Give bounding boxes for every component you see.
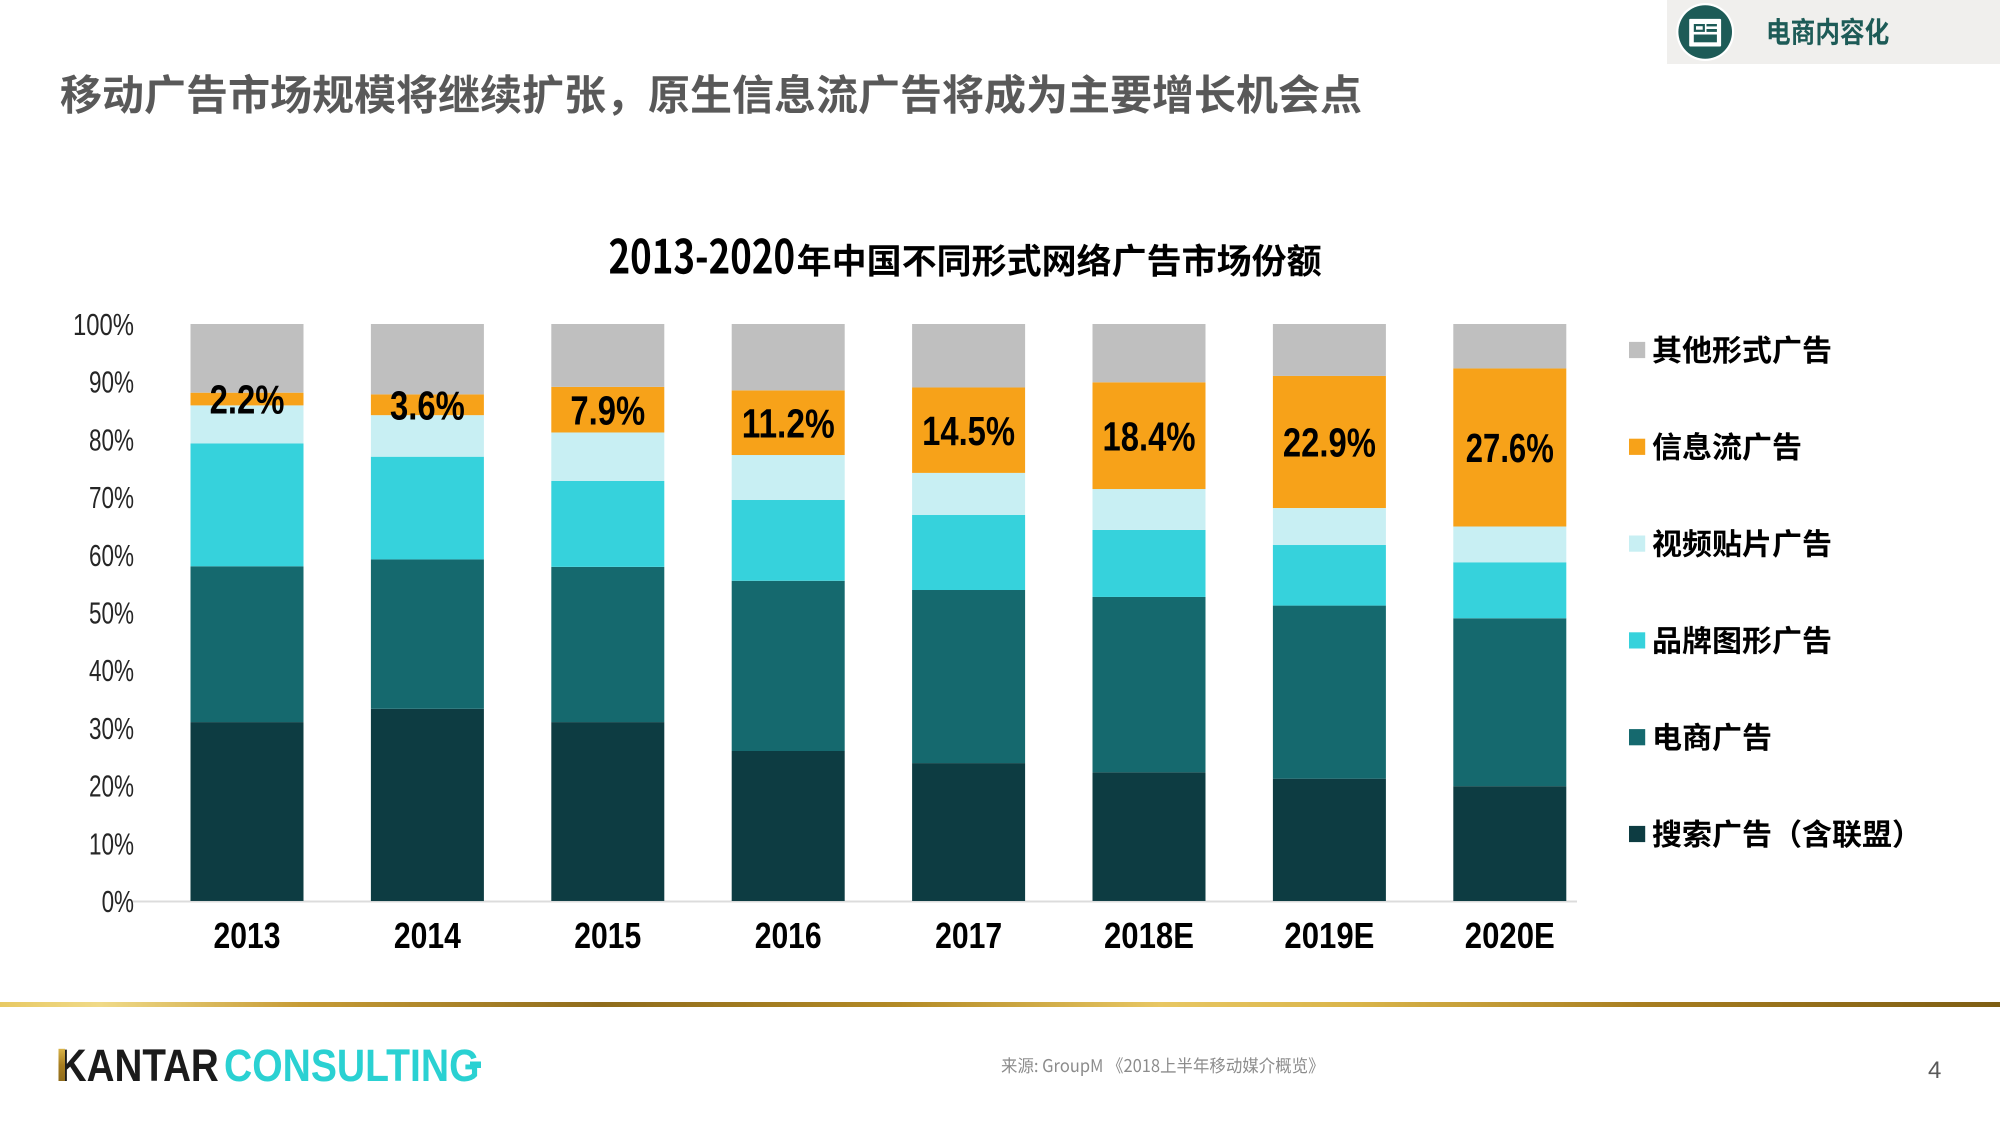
svg-text:2020E: 2020E [1465,915,1555,956]
svg-text:CONSULTING: CONSULTING [224,1040,480,1091]
svg-text:3.6%: 3.6% [390,383,465,429]
svg-text:0%: 0% [102,884,134,919]
svg-text:30%: 30% [89,711,134,746]
svg-text:100%: 100% [73,307,134,342]
svg-text:2015: 2015 [574,915,641,956]
svg-text:40%: 40% [89,653,134,688]
svg-text:2018E: 2018E [1104,915,1194,956]
svg-text:2013: 2013 [214,915,281,956]
svg-text:4: 4 [1928,1057,1941,1084]
svg-text:10%: 10% [89,826,134,861]
svg-text:27.6%: 27.6% [1466,425,1554,471]
svg-text:2.2%: 2.2% [210,377,285,423]
svg-text:2016: 2016 [755,915,822,956]
svg-text:50%: 50% [89,596,134,631]
svg-text:KANTAR: KANTAR [59,1040,219,1091]
svg-text:18.4%: 18.4% [1103,413,1196,459]
svg-text:2014: 2014 [394,915,461,956]
svg-text:80%: 80% [89,422,134,457]
svg-text:7.9%: 7.9% [570,387,645,433]
svg-text:70%: 70% [89,480,134,515]
svg-text:90%: 90% [89,365,134,400]
svg-text:20%: 20% [89,769,134,804]
svg-text:60%: 60% [89,538,134,573]
svg-text:22.9%: 22.9% [1283,420,1376,466]
svg-text:2017: 2017 [935,915,1002,956]
svg-text:14.5%: 14.5% [922,408,1015,454]
svg-text:11.2%: 11.2% [742,400,835,446]
svg-text:2019E: 2019E [1284,915,1374,956]
